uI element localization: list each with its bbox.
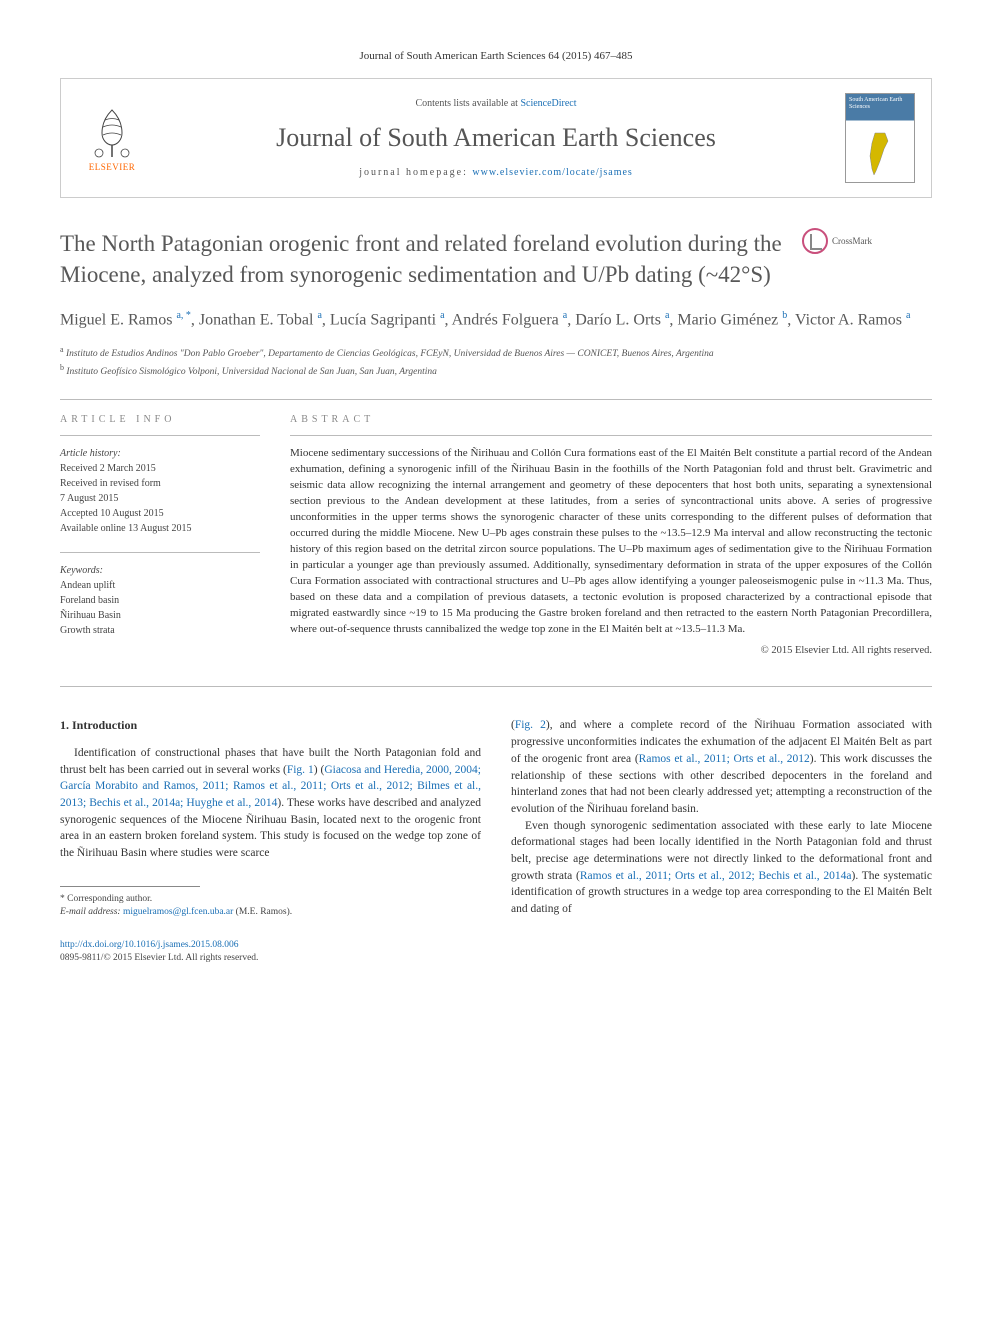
contents-line: Contents lists available at ScienceDirec… [167,98,825,109]
corr-author-label: * Corresponding author. [60,893,481,906]
affiliation-line: a Instituto de Estudios Andinos "Don Pab… [60,344,932,361]
divider [60,399,932,400]
citation-ref[interactable]: Ramos et al., 2011; Orts et al., 2012; B… [580,870,852,882]
intro-paragraph-1-cont: (Fig. 2), and where a complete record of… [511,717,932,817]
email-suffix: (M.E. Ramos). [233,907,292,917]
text-span: ) ( [314,764,325,776]
homepage-prefix: journal homepage: [359,167,472,178]
abstract-text: Miocene sedimentary successions of the Ñ… [290,446,932,637]
elsevier-logo: ELSEVIER [77,98,147,178]
affiliation-line: b Instituto Geofísico Sismológico Volpon… [60,362,932,379]
corresponding-author-footnote: * Corresponding author. E-mail address: … [60,893,481,920]
journal-name: Journal of South American Earth Sciences [167,123,825,153]
elsevier-tree-icon [87,105,137,160]
journal-cover-thumbnail: South American Earth Sciences [845,93,915,183]
history-line: Accepted 10 August 2015 [60,506,260,521]
citation-ref[interactable]: Ramos et al., 2011; Orts et al., 2012 [639,753,810,765]
affiliations: a Instituto de Estudios Andinos "Don Pab… [60,344,932,379]
figure-ref[interactable]: Fig. 2 [515,719,546,731]
doi-link[interactable]: http://dx.doi.org/10.1016/j.jsames.2015.… [60,940,238,950]
info-divider [290,435,932,436]
body-columns: 1. Introduction Identification of constr… [60,717,932,919]
elsevier-label: ELSEVIER [89,162,136,172]
abstract-column: ABSTRACT Miocene sedimentary successions… [290,414,932,656]
journal-homepage-line: journal homepage: www.elsevier.com/locat… [167,167,825,178]
abstract-header: ABSTRACT [290,414,932,425]
article-history: Article history: Received 2 March 2015Re… [60,446,260,536]
keywords-block: Keywords: Andean upliftForeland basinÑir… [60,563,260,638]
email-label: E-mail address: [60,907,123,917]
crossmark-label: CrossMark [832,236,872,246]
section-heading-1: 1. Introduction [60,717,481,734]
keyword-line: Growth strata [60,623,260,638]
crossmark-badge[interactable]: CrossMark [802,228,872,254]
history-line: Received 2 March 2015 [60,461,260,476]
cover-title: South American Earth Sciences [849,97,911,110]
footer: http://dx.doi.org/10.1016/j.jsames.2015.… [60,939,932,966]
article-info-header: ARTICLE INFO [60,414,260,425]
history-line: 7 August 2015 [60,491,260,506]
info-divider [60,435,260,436]
history-line: Available online 13 August 2015 [60,521,260,536]
intro-paragraph-2: Even though synorogenic sedimentation as… [511,818,932,918]
body-column-right: (Fig. 2), and where a complete record of… [511,717,932,919]
header-citation: Journal of South American Earth Sciences… [60,50,932,62]
body-column-left: 1. Introduction Identification of constr… [60,717,481,919]
figure-ref[interactable]: Fig. 1 [287,764,314,776]
keyword-line: Andean uplift [60,578,260,593]
cover-map-icon [860,131,900,176]
crossmark-icon [802,228,828,254]
footnote-rule [60,886,200,887]
issn-copyright: 0895-9811/© 2015 Elsevier Ltd. All right… [60,953,258,963]
history-line: Received in revised form [60,476,260,491]
journal-header-box: ELSEVIER Contents lists available at Sci… [60,78,932,198]
homepage-link[interactable]: www.elsevier.com/locate/jsames [472,167,632,178]
keyword-line: Ñirihuau Basin [60,608,260,623]
intro-paragraph-1: Identification of constructional phases … [60,745,481,862]
author-email-link[interactable]: miguelramos@gl.fcen.uba.ar [123,907,233,917]
authors-line: Miguel E. Ramos a, *, Jonathan E. Tobal … [60,308,932,332]
contents-prefix: Contents lists available at [415,98,520,109]
sciencedirect-link[interactable]: ScienceDirect [520,98,576,109]
divider [60,686,932,687]
abstract-copyright: © 2015 Elsevier Ltd. All rights reserved… [290,645,932,656]
keywords-label: Keywords: [60,563,260,578]
keyword-line: Foreland basin [60,593,260,608]
history-label: Article history: [60,446,260,461]
info-divider [60,552,260,553]
article-info-column: ARTICLE INFO Article history: Received 2… [60,414,260,656]
